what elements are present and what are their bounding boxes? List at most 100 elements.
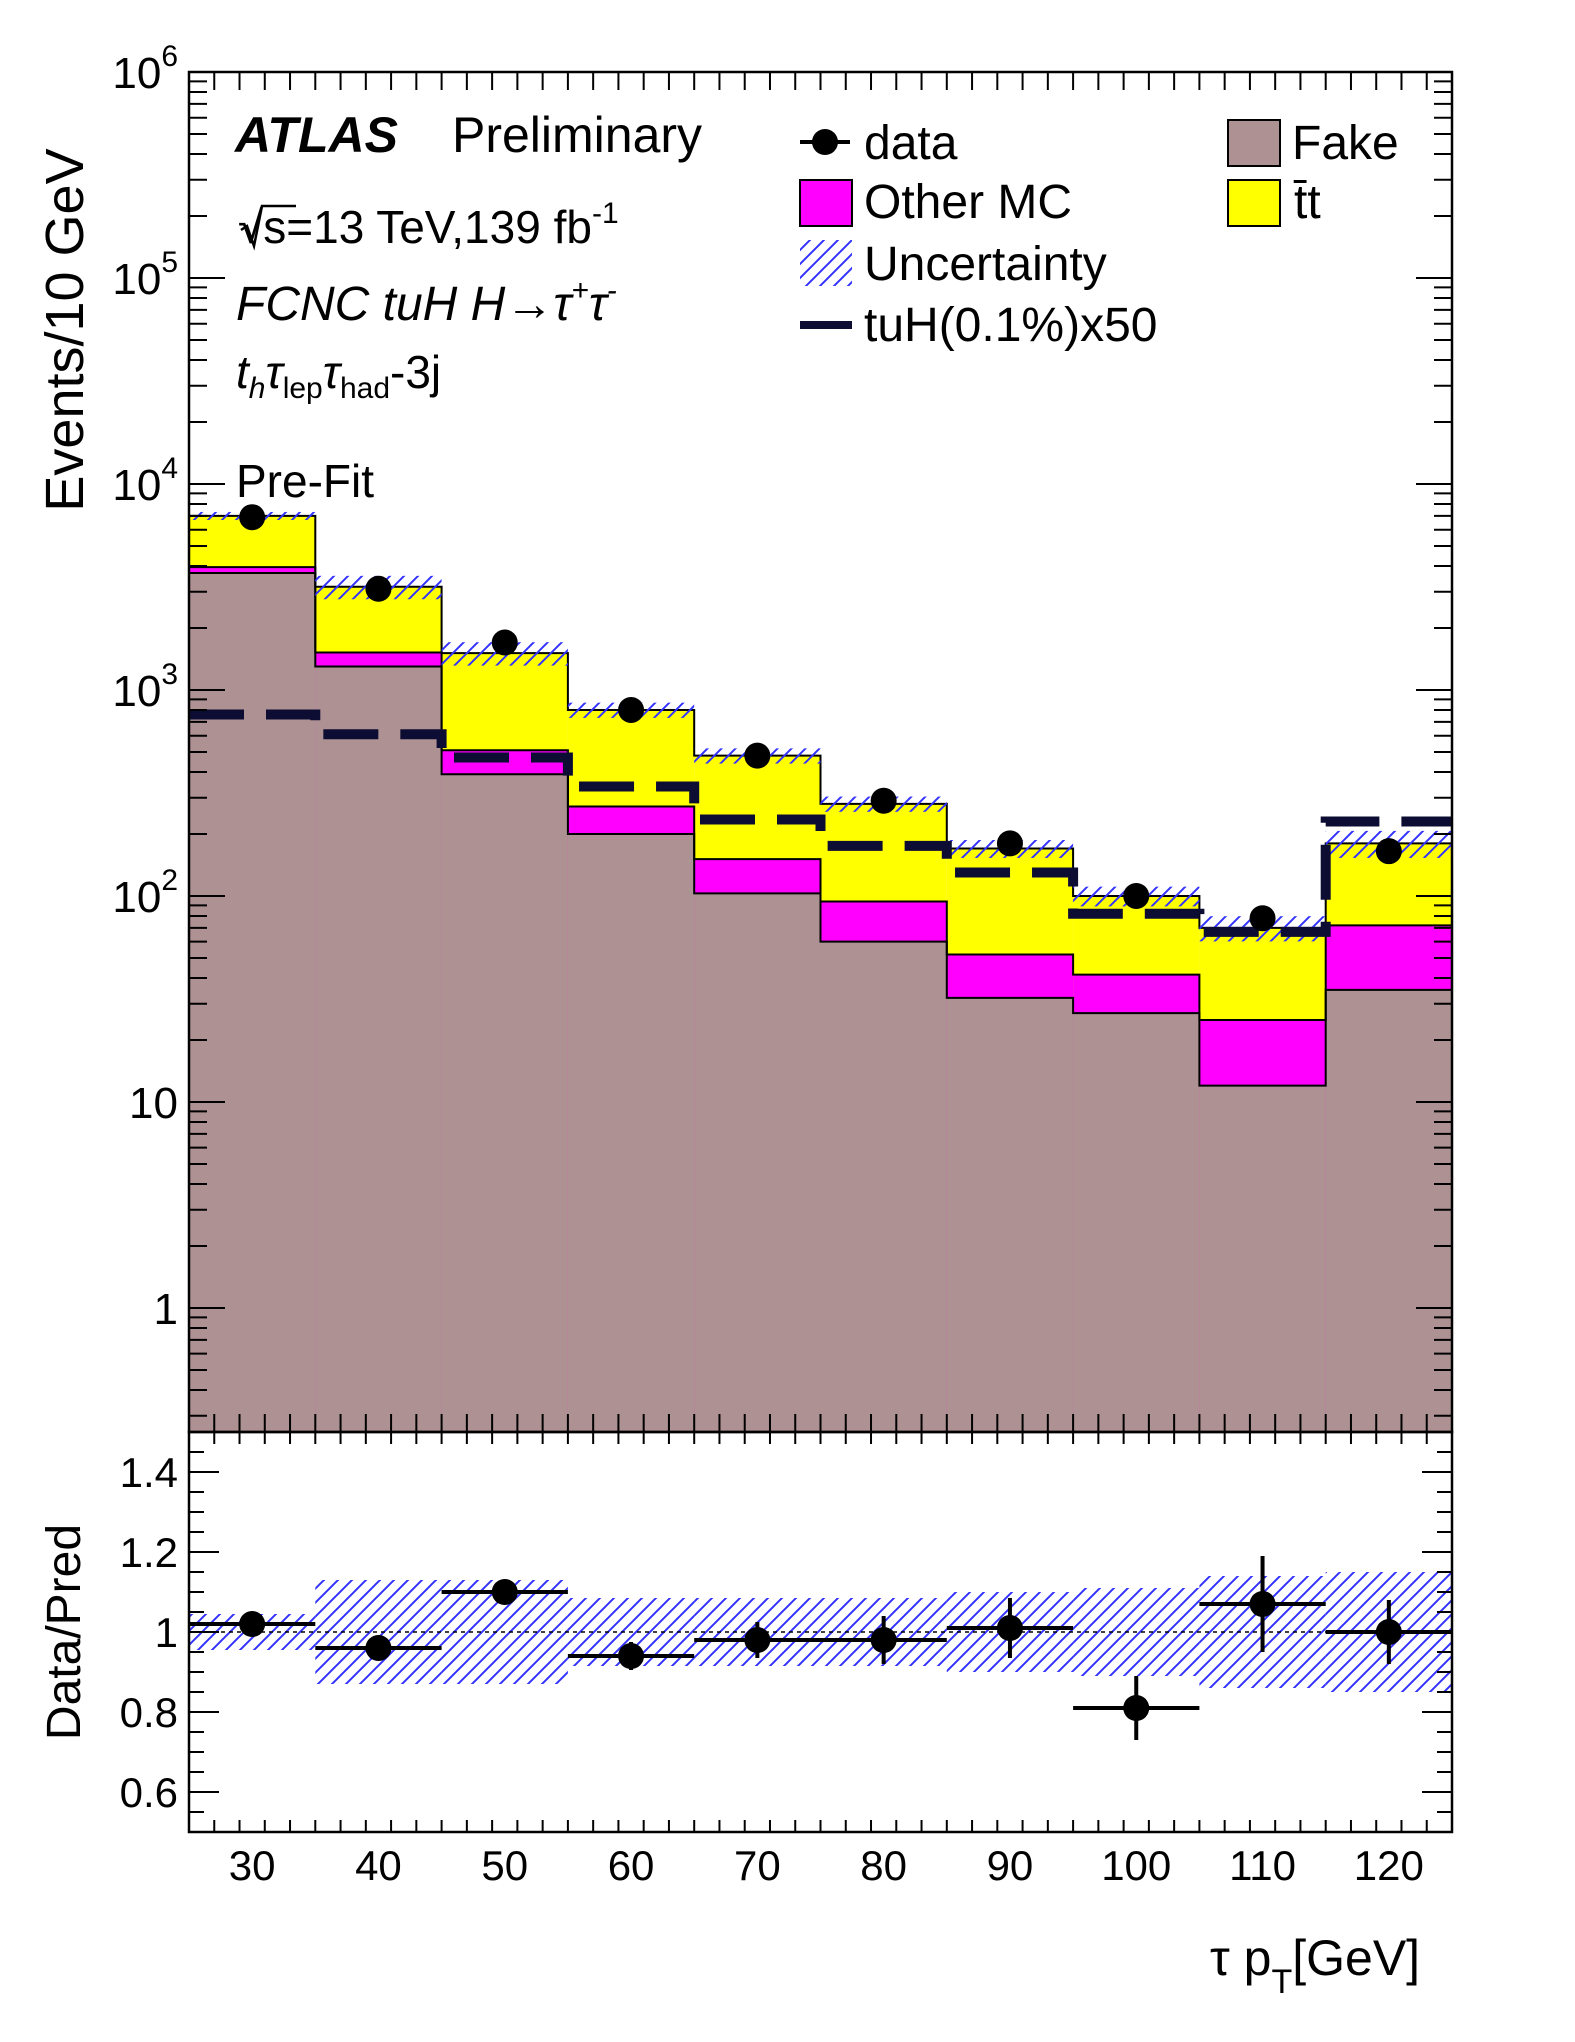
y-tick-label-base: 10 bbox=[112, 255, 161, 304]
x-tick-label-120: 120 bbox=[1354, 1842, 1424, 1889]
y-tick-label-ratio-0: 0.6 bbox=[120, 1769, 178, 1816]
stack-bar-fake-60 bbox=[567, 833, 695, 1432]
stack-bar-fake-50 bbox=[441, 774, 568, 1432]
data-point-100 bbox=[1123, 882, 1150, 909]
y-tick-label-main-5: 105 bbox=[112, 246, 178, 304]
data-point-50 bbox=[491, 629, 518, 656]
y-axis-label-ratio: Data/Pred bbox=[38, 1524, 91, 1740]
x-tick-label-110: 110 bbox=[1229, 1842, 1296, 1889]
stack-bar-fake-40 bbox=[315, 666, 442, 1432]
stack-bar-fake-30 bbox=[189, 572, 316, 1432]
stack-bar-fake-120 bbox=[1325, 989, 1452, 1432]
x-tick-label-80: 80 bbox=[860, 1842, 907, 1889]
stack-bar-fake-100 bbox=[1073, 1013, 1200, 1432]
ratio-points bbox=[189, 1556, 1452, 1740]
y-tick-label-main-3: 103 bbox=[112, 658, 178, 716]
region-label: thτlepτhad-3j bbox=[236, 346, 441, 405]
y-tick-label-base: 10 bbox=[112, 461, 161, 510]
region-suffix: -3j bbox=[390, 346, 441, 398]
legend-uncertainty: Uncertainty bbox=[800, 238, 1107, 291]
x-axis-label-sub: T bbox=[1271, 1963, 1292, 2001]
data-point-80 bbox=[870, 787, 897, 814]
y-tick-label-ratio-1: 0.8 bbox=[120, 1689, 178, 1736]
stack-bar-fake-80 bbox=[820, 941, 947, 1432]
y-tick-label-ratio-4: 1.4 bbox=[120, 1449, 178, 1496]
ratio-point-70 bbox=[744, 1627, 771, 1653]
ratio-point-30 bbox=[239, 1611, 266, 1637]
data-point-30 bbox=[239, 504, 266, 531]
y-tick-label-base: 10 bbox=[112, 667, 161, 716]
svg-text:Other MC: Other MC bbox=[864, 176, 1072, 229]
y-tick-label-main-4: 104 bbox=[112, 452, 178, 510]
svg-text:Uncertainty: Uncertainty bbox=[864, 238, 1107, 291]
svg-text:t̄t: t̄t bbox=[1293, 176, 1321, 229]
ratio-point-50 bbox=[491, 1579, 518, 1605]
data-point-120 bbox=[1375, 838, 1402, 865]
experiment-label: ATLAS bbox=[233, 107, 398, 163]
x-tick-label-60: 60 bbox=[608, 1842, 655, 1889]
y-tick-label-base: 10 bbox=[112, 49, 161, 98]
y-tick-label-exp: 6 bbox=[161, 40, 178, 73]
energy-text: √s=13 TeV,139 fb bbox=[238, 201, 592, 253]
signal-line bbox=[189, 709, 1452, 937]
x-tick-label-30: 30 bbox=[229, 1842, 276, 1889]
data-point-60 bbox=[618, 696, 645, 723]
stack-bar-fake-110 bbox=[1199, 1085, 1326, 1432]
stack-outline-1 bbox=[189, 566, 1452, 1022]
y-tick-label-main-6: 106 bbox=[112, 40, 178, 98]
stack-bar-fake-70 bbox=[694, 893, 821, 1432]
y-tick-label-ratio-2: 1 bbox=[155, 1609, 178, 1656]
sqrt-sign bbox=[240, 204, 296, 251]
annotations: ATLAS Preliminary √s=13 TeV,139 fb-1 FCN… bbox=[233, 107, 702, 507]
x-tick-label-50: 50 bbox=[481, 1842, 528, 1889]
y-tick-label-base: 10 bbox=[112, 873, 161, 922]
y-axis-label-main: Events/10 GeV bbox=[35, 148, 95, 511]
ratio-point-100 bbox=[1123, 1695, 1150, 1721]
signal-step-line bbox=[189, 709, 1452, 937]
y-tick-label-exp: 4 bbox=[161, 452, 178, 485]
ratio-point-60 bbox=[618, 1643, 645, 1669]
svg-text:Fake: Fake bbox=[1292, 117, 1399, 170]
x-axis-label-main: τ p bbox=[1210, 1930, 1271, 1986]
legend: data Other MC Uncertainty tuH(0.1%)x50 F… bbox=[799, 117, 1399, 352]
y-tick-label-exp: 3 bbox=[161, 658, 178, 691]
status-label: Preliminary bbox=[452, 107, 702, 163]
energy-label: √s=13 TeV,139 fb-1 bbox=[238, 197, 619, 253]
ratio-panel: 0.6 0.8 1 1.2 1.4 30 40 50 60 70 80 90 100 110 120 bbox=[120, 1430, 1454, 1889]
svg-text:data: data bbox=[864, 117, 958, 170]
data-point-90 bbox=[996, 830, 1023, 857]
stacked-histograms bbox=[189, 514, 1452, 1432]
legend-other-mc: Other MC bbox=[799, 176, 1072, 229]
y-tick-label-base: 1 bbox=[154, 1285, 178, 1334]
ratio-point-110 bbox=[1249, 1591, 1276, 1617]
data-points bbox=[239, 504, 1402, 932]
data-point-40 bbox=[365, 575, 392, 602]
y-tick-label-base: 10 bbox=[129, 1079, 178, 1128]
x-axis-label-unit: [GeV] bbox=[1292, 1930, 1420, 1986]
y-tick-label-main-0: 1 bbox=[154, 1285, 178, 1334]
energy-exponent: -1 bbox=[592, 197, 619, 230]
stack-bar-fake-90 bbox=[946, 997, 1074, 1432]
x-tick-label-90: 90 bbox=[987, 1842, 1034, 1889]
ratio-axis-ticks: 0.6 0.8 1 1.2 1.4 30 40 50 60 70 80 90 100 110 120 bbox=[120, 1431, 1453, 1889]
x-tick-label-70: 70 bbox=[734, 1842, 781, 1889]
ratio-point-80 bbox=[870, 1627, 897, 1653]
svg-text:tuH(0.1%)x50: tuH(0.1%)x50 bbox=[864, 299, 1157, 352]
legend-signal: tuH(0.1%)x50 bbox=[800, 299, 1157, 352]
legend-data: data bbox=[800, 117, 958, 170]
ratio-point-120 bbox=[1375, 1619, 1402, 1645]
y-tick-label-exp: 2 bbox=[161, 864, 178, 897]
process-label: FCNC tuH H→τ+τ- bbox=[236, 274, 617, 331]
legend-ttbar: t̄t bbox=[1227, 176, 1321, 229]
y-tick-label-exp: 5 bbox=[161, 246, 178, 279]
svg-text:τ pT[GeV]: τ pT[GeV] bbox=[1210, 1930, 1420, 2001]
fit-label: Pre-Fit bbox=[236, 455, 374, 507]
y-tick-label-main-2: 102 bbox=[112, 864, 178, 922]
y-tick-label-main-1: 10 bbox=[129, 1079, 178, 1128]
x-tick-label-40: 40 bbox=[355, 1842, 402, 1889]
ratio-point-40 bbox=[365, 1635, 392, 1661]
process-text: FCNC tuH H→τ bbox=[236, 278, 574, 331]
